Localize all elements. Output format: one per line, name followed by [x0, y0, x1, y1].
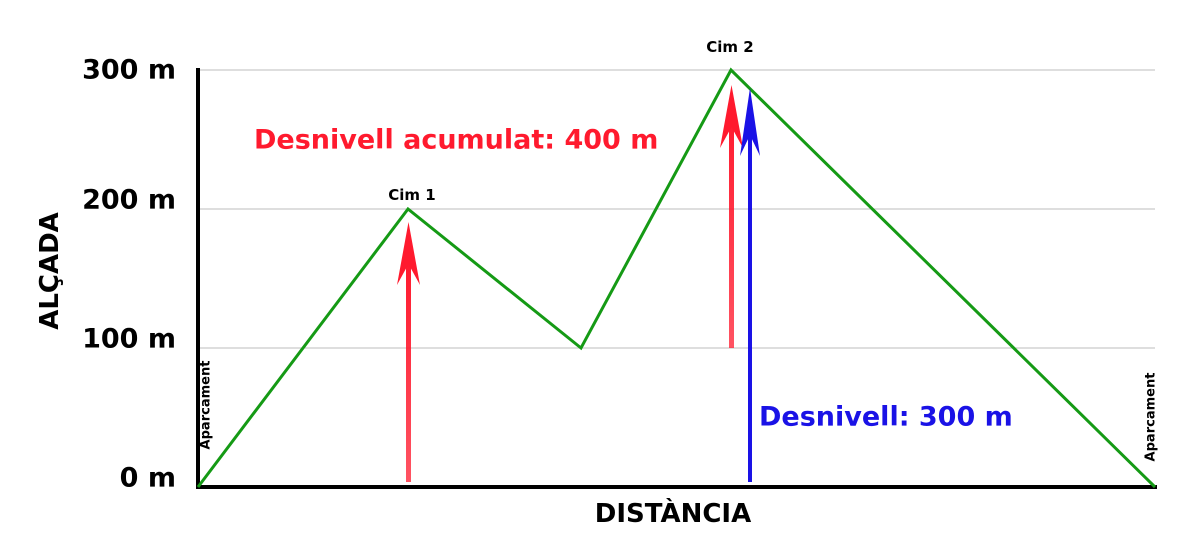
peak-label-cim-2: Cim 2	[706, 38, 753, 56]
ascent-arrow-cim-1	[397, 222, 420, 482]
net-elevation-arrow	[740, 88, 760, 482]
y-tick-label-300: 300 m	[82, 55, 176, 86]
y-tick-label-100: 100 m	[82, 324, 176, 355]
y-tick-label-200: 200 m	[82, 185, 176, 216]
net-elevation-label: Desnivell: 300 m	[759, 402, 1013, 433]
parking-label-start: Aparcament	[199, 361, 214, 450]
x-axis-title: DISTÀNCIA	[595, 497, 751, 529]
y-tick-label-0: 0 m	[120, 463, 176, 494]
ascent-arrow-cim-2	[720, 85, 743, 348]
y-axis-title: ALÇADA	[35, 212, 65, 330]
peak-label-cim-1: Cim 1	[388, 186, 435, 204]
cumulative-elevation-label: Desnivell acumulat: 400 m	[254, 125, 658, 156]
elevation-profile-line	[196, 67, 1157, 489]
parking-label-end: Aparcament	[1144, 373, 1159, 462]
